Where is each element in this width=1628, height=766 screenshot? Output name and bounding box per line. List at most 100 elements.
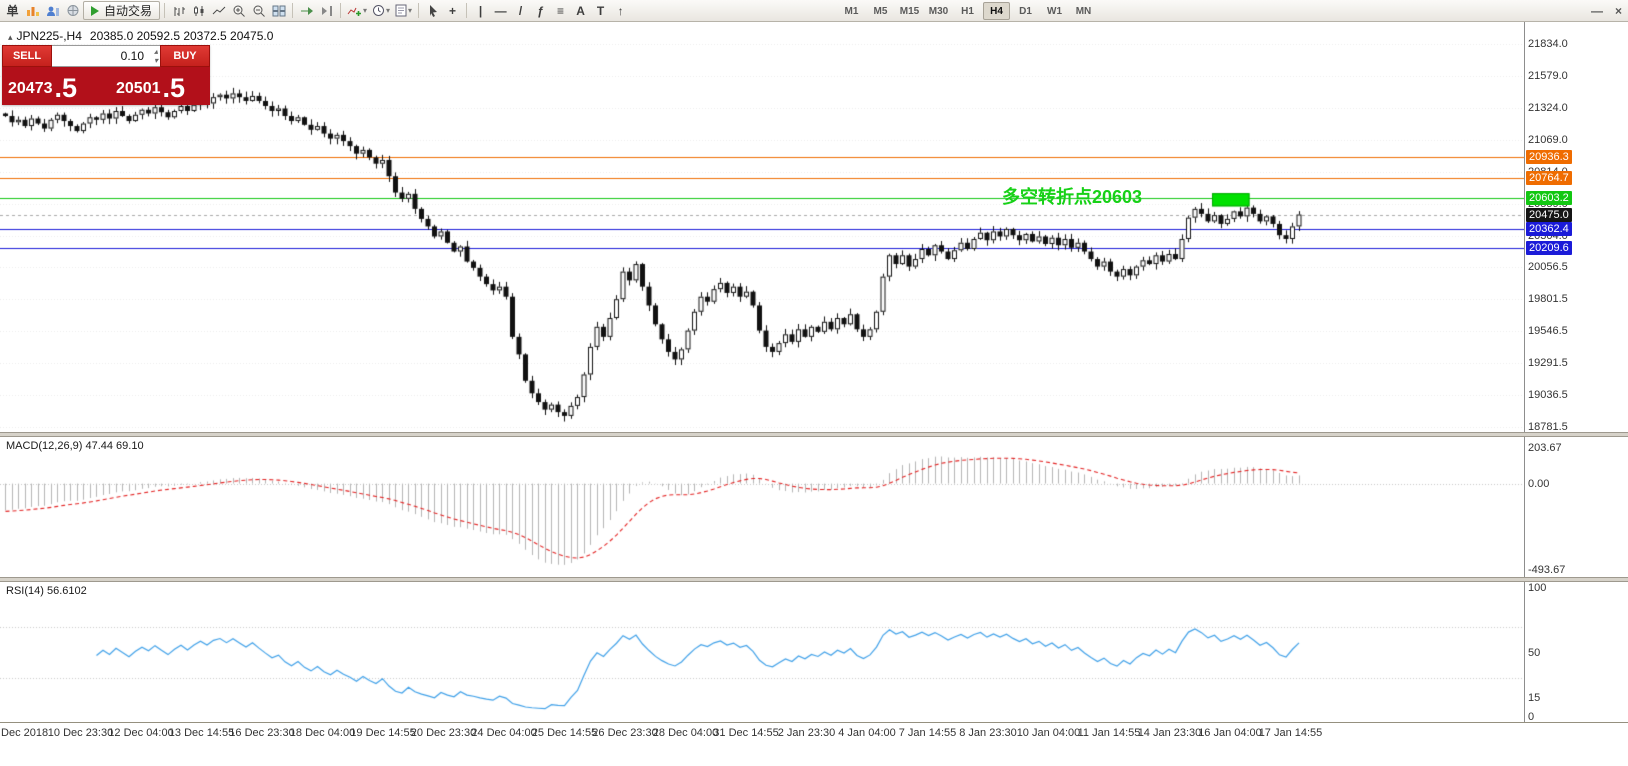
time-label: 19 Dec 14:55 bbox=[350, 727, 416, 739]
price-tick-label: 21069.0 bbox=[1528, 133, 1568, 146]
time-label: 25 Dec 14:55 bbox=[531, 727, 598, 739]
buy-button[interactable]: BUY bbox=[160, 45, 210, 67]
crosshair-icon[interactable]: + bbox=[443, 1, 462, 20]
price-tick-label: 21834.0 bbox=[1528, 37, 1568, 50]
fibonacci-tool-icon[interactable]: ƒ bbox=[531, 1, 550, 20]
rsi-tick-label: 0 bbox=[1528, 711, 1535, 723]
price-line-label: 20764.7 bbox=[1526, 171, 1572, 186]
play-icon bbox=[91, 5, 99, 16]
tile-windows-icon[interactable] bbox=[269, 1, 288, 20]
rsi-tick-label: 100 bbox=[1528, 582, 1547, 594]
zoom-out-icon[interactable] bbox=[249, 1, 268, 20]
timeframe-m15-button[interactable]: M15 bbox=[896, 2, 923, 20]
rsi-tick-label: 50 bbox=[1528, 646, 1541, 659]
autotrading-button[interactable]: 自动交易 bbox=[83, 1, 161, 20]
timeframe-w1-button[interactable]: W1 bbox=[1041, 2, 1068, 20]
macd-label: MACD(12,26,9) 47.44 69.10 bbox=[6, 440, 144, 452]
indicators-icon[interactable]: ▾ bbox=[345, 1, 369, 20]
zoom-in-icon[interactable] bbox=[229, 1, 248, 20]
toolbar-separator bbox=[340, 3, 342, 18]
macd-tick-label: -493.67 bbox=[1528, 563, 1566, 576]
macd-axis[interactable]: 203.67 0.00 -493.67 bbox=[1524, 437, 1628, 577]
minimize-icon[interactable]: — bbox=[1590, 4, 1603, 18]
time-label: 26 Dec 23:30 bbox=[592, 727, 658, 739]
time-label: 14 Jan 23:30 bbox=[1137, 727, 1202, 739]
sell-price[interactable]: 20473 .5 bbox=[2, 67, 102, 105]
ohlc-values: 20385.0 20592.5 20372.5 20475.0 bbox=[89, 29, 274, 43]
close-icon[interactable]: × bbox=[1614, 4, 1622, 18]
horizontal-line-tool-icon[interactable]: — bbox=[491, 1, 510, 20]
timeframe-h1-button[interactable]: H1 bbox=[954, 2, 981, 20]
time-label: 7 Jan 14:55 bbox=[898, 727, 957, 739]
time-label: 28 Dec 04:00 bbox=[652, 727, 719, 739]
price-tick-label: 19801.5 bbox=[1528, 293, 1568, 305]
time-label: 20 Dec 23:30 bbox=[410, 727, 477, 739]
sell-price-pip: .5 bbox=[54, 73, 78, 103]
one-click-toggle-icon[interactable]: ▴ bbox=[8, 32, 13, 42]
price-tick-label: 21579.0 bbox=[1528, 69, 1568, 82]
bar-chart-type-icon[interactable] bbox=[169, 1, 188, 20]
panel-divider[interactable] bbox=[0, 577, 1628, 582]
charts-icon[interactable] bbox=[23, 1, 42, 20]
volume-value: 0.10 bbox=[120, 49, 144, 63]
time-label: 10 Jan 04:00 bbox=[1016, 727, 1081, 739]
window-controls: — × bbox=[1591, 0, 1622, 22]
price-line-label: 20209.6 bbox=[1526, 240, 1572, 255]
vertical-line-tool-icon[interactable]: | bbox=[471, 1, 490, 20]
toolbar-separator bbox=[292, 3, 294, 18]
time-label: 10 Dec 23:30 bbox=[47, 727, 114, 739]
timeframe-h4-button[interactable]: H4 bbox=[983, 2, 1010, 20]
volume-up-icon[interactable]: ▴ bbox=[153, 47, 158, 56]
time-label: 2 Jan 23:30 bbox=[777, 727, 836, 739]
text-tool-icon[interactable]: A bbox=[571, 1, 590, 20]
timeframe-d1-button[interactable]: D1 bbox=[1012, 2, 1039, 20]
macd-panel-canvas[interactable] bbox=[0, 437, 1524, 577]
time-label: 4 Jan 04:00 bbox=[838, 727, 896, 739]
price-chart-canvas[interactable] bbox=[0, 22, 1524, 432]
profiles-icon[interactable] bbox=[43, 1, 62, 20]
time-label: 16 Jan 04:00 bbox=[1198, 727, 1262, 739]
cursor-icon[interactable] bbox=[423, 1, 442, 20]
arrows-tool-icon[interactable]: ↑ bbox=[611, 1, 630, 20]
volume-down-icon[interactable]: ▾ bbox=[153, 56, 158, 65]
time-label: 13 Dec 14:55 bbox=[168, 727, 235, 739]
chart-annotation-text[interactable]: 多空转折点20603 bbox=[1002, 187, 1143, 207]
price-tick-label: 19546.5 bbox=[1528, 325, 1568, 337]
sell-button[interactable]: SELL bbox=[2, 45, 52, 67]
volume-input[interactable]: 0.10 ▴ ▾ bbox=[52, 45, 160, 67]
price-axis[interactable]: 21834.021579.021324.021069.020814.020559… bbox=[1524, 22, 1628, 433]
timeframe-m1-button[interactable]: M1 bbox=[838, 2, 865, 20]
text-label-tool-icon[interactable]: T bbox=[591, 1, 610, 20]
price-tick-label: 18781.5 bbox=[1528, 420, 1568, 433]
time-label: 31 Dec 14:55 bbox=[713, 727, 779, 739]
time-label: 12 Dec 04:00 bbox=[108, 727, 174, 739]
one-click-trading-panel: SELL 0.10 ▴ ▾ BUY 20473 .5 20501 .5 bbox=[2, 45, 210, 105]
channel-tool-icon[interactable]: ≡ bbox=[551, 1, 570, 20]
auto-scroll-icon[interactable] bbox=[297, 1, 316, 20]
timeframe-m30-button[interactable]: M30 bbox=[925, 2, 952, 20]
trendline-tool-icon[interactable]: / bbox=[511, 1, 530, 20]
panel-divider[interactable] bbox=[0, 432, 1628, 437]
chart-shift-icon[interactable] bbox=[317, 1, 336, 20]
time-label: 24 Dec 04:00 bbox=[471, 727, 537, 739]
periods-icon[interactable]: ▾ bbox=[370, 1, 392, 20]
buy-price-pip: .5 bbox=[162, 73, 186, 103]
time-label: 16 Dec 23:30 bbox=[229, 727, 295, 739]
candlestick-type-icon[interactable] bbox=[189, 1, 208, 20]
timeframe-m5-button[interactable]: M5 bbox=[867, 2, 894, 20]
rsi-axis[interactable]: 100 50 15 0 bbox=[1524, 582, 1628, 723]
price-tick-label: 19291.5 bbox=[1528, 357, 1568, 369]
price-line-label: 20475.0 bbox=[1526, 207, 1572, 222]
symbol-period-label: JPN225-,H4 bbox=[16, 29, 82, 43]
price-line-label: 20362.4 bbox=[1526, 221, 1572, 236]
new-order-button[interactable]: 单 bbox=[3, 1, 22, 20]
line-chart-type-icon[interactable] bbox=[209, 1, 228, 20]
price-tick-label: 19036.5 bbox=[1528, 388, 1568, 401]
market-watch-icon[interactable] bbox=[63, 1, 82, 20]
rsi-panel-canvas[interactable] bbox=[0, 582, 1524, 722]
buy-price[interactable]: 20501 .5 bbox=[102, 67, 210, 105]
macd-tick-label: 203.67 bbox=[1528, 441, 1562, 454]
timeframe-mn-button[interactable]: MN bbox=[1070, 2, 1097, 20]
templates-icon[interactable]: ▾ bbox=[393, 1, 414, 20]
